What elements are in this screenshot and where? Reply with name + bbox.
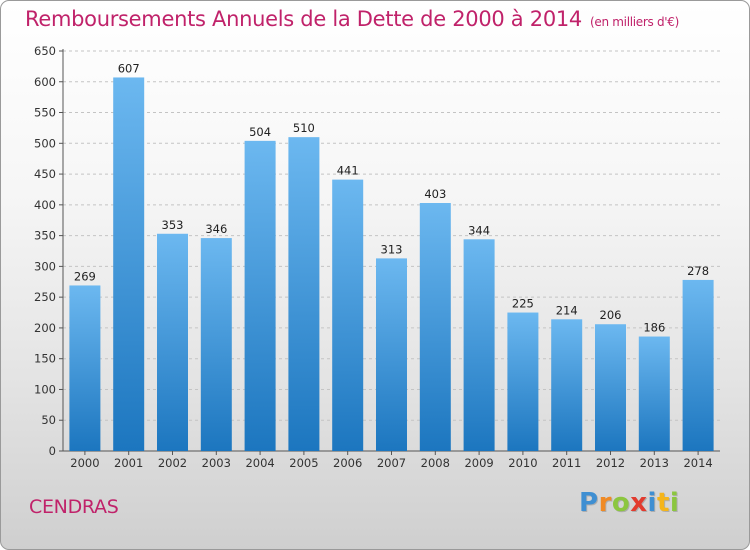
x-tick-label-2011: 2011 [552,456,581,470]
bar-2009 [463,239,495,451]
y-tick-label: 350 [34,229,56,243]
x-tick-label-2005: 2005 [289,456,318,470]
x-tick-label-2006: 2006 [333,456,362,470]
chart-title-text: Remboursements Annuels de la Dette de 20… [25,7,582,31]
chart-title: Remboursements Annuels de la Dette de 20… [25,7,679,31]
bar-2013 [638,336,670,451]
data-label-2006: 441 [337,164,359,178]
x-tick-label-2000: 2000 [70,456,99,470]
data-label-2012: 206 [600,308,622,322]
data-label-2000: 269 [74,269,96,283]
x-tick-label-2014: 2014 [683,456,712,470]
data-label-2010: 225 [512,297,534,311]
x-tick-label-2002: 2002 [158,456,187,470]
bar-2003 [200,238,232,451]
bar-2001 [113,77,145,451]
x-tick-label-2001: 2001 [114,456,143,470]
data-label-2008: 403 [424,187,446,201]
x-tick-label-2007: 2007 [377,456,406,470]
logo-letter: x [630,488,648,518]
bar-2012 [595,324,626,451]
bar-2014 [682,279,714,451]
y-tick-label: 650 [34,44,56,58]
x-tick-label-2012: 2012 [596,456,625,470]
y-tick-label: 300 [34,259,56,273]
x-tick-label-2008: 2008 [421,456,450,470]
data-label-2002: 353 [162,218,184,232]
y-tick-label: 500 [34,136,56,150]
data-label-2007: 313 [381,242,403,256]
bar-2000 [69,285,101,451]
y-tick-label: 200 [34,321,56,335]
y-tick-label: 600 [34,75,56,89]
bar-2007 [376,258,407,451]
bar-2004 [244,140,276,451]
y-tick-label: 100 [34,382,56,396]
chart-subtitle: (en milliers d'€) [590,15,680,29]
proxiti-logo: Proxiti [579,488,679,518]
y-tick-label: 250 [34,290,56,304]
logo-letter: t [656,488,670,518]
bar-2006 [332,179,364,451]
logo-letter: i [669,488,680,518]
data-label-2003: 346 [205,222,227,236]
x-tick-label-2013: 2013 [640,456,669,470]
x-tick-label-2003: 2003 [202,456,231,470]
data-label-2013: 186 [643,321,665,335]
y-tick-label: 150 [34,352,56,366]
data-label-2009: 344 [468,223,490,237]
bar-2011 [551,319,583,451]
commune-name: CENDRAS [29,496,119,518]
logo-letter: r [598,488,612,518]
logo-letter: o [611,488,631,518]
data-label-2004: 504 [249,125,271,139]
data-label-2001: 607 [118,61,140,75]
bar-2008 [419,203,451,451]
x-tick-label-2009: 2009 [464,456,493,470]
y-tick-label: 50 [41,413,56,427]
y-tick-label: 400 [34,198,56,212]
y-tick-label: 0 [49,444,56,458]
x-tick-label-2010: 2010 [508,456,537,470]
data-label-2005: 510 [293,121,315,135]
y-tick-label: 550 [34,106,56,120]
bar-2005 [288,137,320,451]
logo-letter: P [579,488,599,518]
data-label-2011: 214 [556,303,578,317]
logo-letter: i [647,488,657,518]
bar-2002 [157,233,188,451]
bar-2010 [507,312,539,451]
data-label-2014: 278 [687,264,709,278]
y-tick-label: 450 [34,167,56,181]
x-tick-label-2004: 2004 [245,456,274,470]
bars [69,77,714,451]
data-labels: 269 607 353 346 504 510 441 313 403 344 225 214 206 1… [74,61,709,334]
